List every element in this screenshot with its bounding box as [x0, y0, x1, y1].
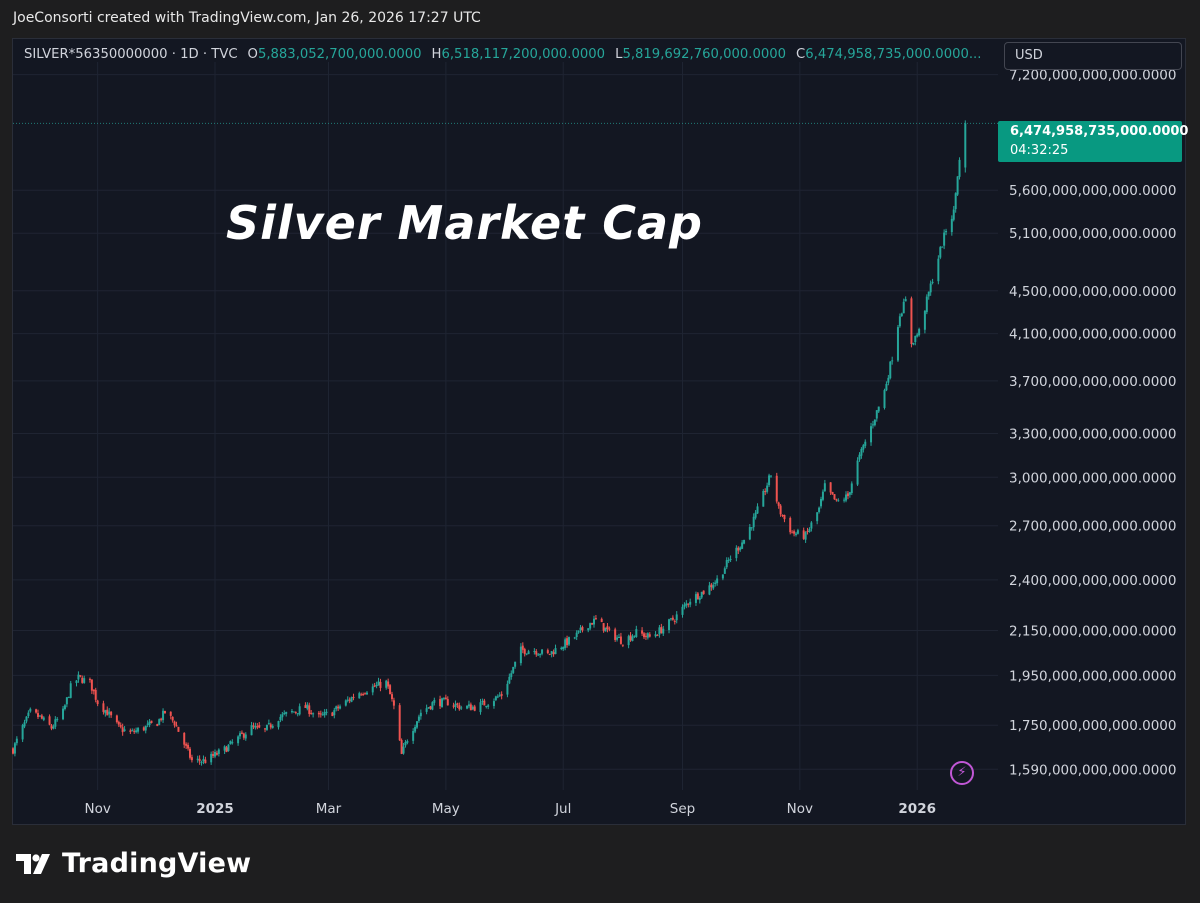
tradingview-brand[interactable]: TradingView — [16, 848, 251, 879]
chart-title: Silver Market Cap — [226, 196, 703, 250]
high-label: H — [431, 47, 442, 62]
open-label: O — [247, 47, 258, 62]
symbol-info[interactable]: SILVER*56350000000 · 1D · TVC — [24, 47, 238, 62]
last-price-badge: 6,474,958,735,000.0000 04:32:25 — [998, 121, 1188, 162]
chart-panel[interactable] — [12, 38, 1186, 825]
ohlc-legend: SILVER*56350000000 · 1D · TVC O5,883,052,… — [24, 47, 981, 62]
brand-name: TradingView — [62, 848, 252, 879]
attribution-text: JoeConsorti created with TradingView.com… — [13, 10, 481, 26]
close-value: 6,474,958,735,000.0000... — [805, 47, 982, 62]
tradingview-logo-icon — [16, 853, 50, 874]
lightning-icon[interactable]: ⚡ — [950, 761, 974, 785]
currency-selector[interactable]: USD — [1004, 42, 1182, 70]
low-value: 5,819,692,760,000.0000 — [622, 47, 787, 62]
close-label: C — [796, 47, 806, 62]
bar-countdown: 04:32:25 — [1010, 143, 1069, 158]
open-value: 5,883,052,700,000.0000 — [257, 47, 422, 62]
low-label: L — [615, 47, 623, 62]
high-value: 6,518,117,200,000.0000 — [441, 47, 606, 62]
last-price-value: 6,474,958,735,000.0000 — [1010, 124, 1189, 139]
